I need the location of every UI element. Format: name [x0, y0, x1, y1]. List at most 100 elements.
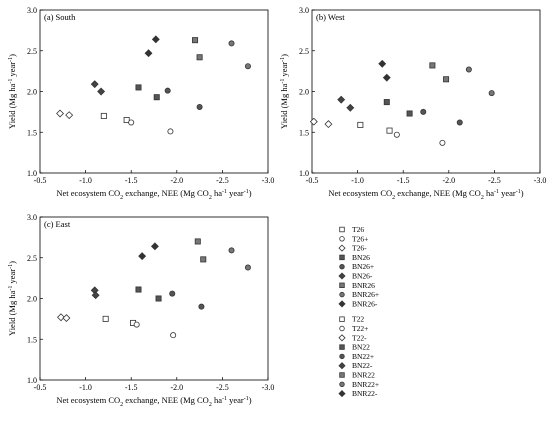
- legend-item: BNR22+: [339, 380, 379, 389]
- legend-marker: [338, 300, 346, 308]
- legend-item: BNR26+: [339, 290, 379, 299]
- x-tick-label: -1.5: [125, 176, 138, 185]
- data-point: [198, 303, 205, 310]
- panels: (a) South -0.5 -1.0 -1.5 -2.0 -2.5 -3.0 1.0 1.5 2…: [7, 6, 546, 408]
- legend-marker: [339, 372, 345, 378]
- legend-item: BNR26: [339, 281, 375, 290]
- y-tick-label: 2.5: [299, 47, 309, 56]
- data-point: [90, 80, 99, 89]
- data-point: [155, 295, 162, 302]
- panel-title: (c) East: [44, 219, 71, 229]
- data-point: [128, 119, 135, 126]
- data-point: [357, 121, 364, 128]
- legend-label: BNR22-: [352, 389, 378, 398]
- x-tick-label: -3.0: [534, 176, 547, 185]
- legend-item: BN22+: [339, 352, 374, 361]
- panel-title: (a) South: [44, 12, 76, 22]
- data-point: [324, 120, 333, 129]
- y-tick-label: 3.0: [299, 6, 309, 15]
- x-tick-label: -1.0: [351, 176, 364, 185]
- legend-marker: [339, 264, 345, 270]
- data-point: [57, 313, 65, 322]
- legend-item: BNR22: [339, 371, 375, 380]
- legend-marker: [338, 390, 346, 398]
- x-tick-label: -0.5: [34, 176, 47, 185]
- x-tick-label: -0.5: [306, 176, 319, 185]
- panel-title: (b) West: [316, 12, 345, 22]
- x-tick-label: -3.0: [262, 383, 275, 392]
- legend-item: BN26-: [338, 272, 373, 281]
- x-tick-label: -1.5: [397, 176, 410, 185]
- legend-label: BNR22: [352, 371, 375, 380]
- y-tick-label: 2.0: [27, 88, 37, 97]
- data-point: [337, 95, 346, 104]
- y-tick-label: 2.0: [27, 295, 37, 304]
- x-tick-label: -3.0: [262, 176, 275, 185]
- data-point: [56, 109, 65, 118]
- data-point: [456, 119, 463, 126]
- legend-label: BNR26: [352, 281, 375, 290]
- data-point: [346, 103, 355, 112]
- data-point: [196, 103, 203, 110]
- data-point: [170, 332, 177, 339]
- data-point: [228, 247, 235, 254]
- x-tick-label: -2.0: [442, 176, 455, 185]
- legend-marker: [338, 244, 346, 252]
- legend-item: BN26: [339, 253, 370, 262]
- plot-frame: [311, 9, 541, 174]
- legend-marker: [338, 362, 346, 370]
- x-axis-label: Net ecosystem CO2 exchange, NEE (Mg CO2 …: [328, 188, 523, 201]
- x-axis-label: Net ecosystem CO2 exchange, NEE (Mg CO2 …: [56, 395, 251, 408]
- y-tick-label: 1.0: [27, 169, 37, 178]
- legend-marker: [339, 254, 345, 261]
- y-tick-label: 1.5: [27, 335, 37, 344]
- data-point: [164, 87, 171, 94]
- legend-item: T22-: [338, 333, 367, 342]
- panel-a: (a) South -0.5 -1.0 -1.5 -2.0 -2.5 -3.0 1.0 1.5 2…: [7, 6, 274, 201]
- legend-label: BNR22+: [352, 380, 379, 389]
- data-point: [406, 110, 413, 117]
- y-axis-label: Yield (Mg ha-1 year-1): [279, 54, 289, 129]
- x-tick-label: -1.0: [79, 176, 92, 185]
- data-point: [443, 76, 450, 83]
- legend-item: BN26+: [339, 262, 374, 271]
- data-point: [309, 117, 318, 126]
- data-point: [196, 54, 203, 61]
- data-point: [488, 90, 495, 97]
- data-point: [65, 111, 74, 120]
- legend-item: T26: [339, 225, 364, 234]
- x-tick-label: -1.0: [79, 383, 92, 392]
- panel-c: (c) East -0.5 -1.0 -1.5 -2.0 -2.5 -3.0 1.0 1.5 2.…: [7, 213, 274, 408]
- y-tick-label: 1.0: [299, 169, 309, 178]
- y-tick-label: 1.5: [299, 128, 309, 137]
- x-tick-label: -2.5: [216, 176, 229, 185]
- data-point: [378, 59, 387, 68]
- data-point: [169, 290, 176, 297]
- legend: T26T26+T26-BN26BN26+BN26-BNR26BNR26+BNR2…: [338, 225, 379, 398]
- data-point: [244, 63, 251, 70]
- legend-item: BNR22-: [338, 389, 378, 398]
- legend-label: BN22: [352, 343, 370, 352]
- x-tick-label: -2.0: [170, 176, 183, 185]
- legend-marker: [339, 381, 345, 387]
- data-point: [135, 286, 142, 293]
- data-point: [91, 291, 100, 300]
- y-tick-label: 1.5: [27, 128, 37, 137]
- data-point: [439, 139, 446, 146]
- legend-label: T26-: [352, 244, 367, 253]
- data-point: [102, 315, 109, 322]
- data-point: [167, 128, 174, 135]
- legend-marker: [339, 353, 345, 360]
- data-point: [153, 94, 160, 101]
- data-point: [386, 127, 393, 134]
- legend-marker: [339, 282, 345, 288]
- legend-label: BN22+: [352, 352, 374, 361]
- data-point: [123, 117, 130, 124]
- y-tick-label: 2.0: [299, 88, 309, 97]
- legend-label: BN26-: [352, 272, 373, 281]
- data-point: [135, 84, 142, 91]
- data-point: [383, 99, 390, 106]
- legend-marker: [339, 344, 345, 350]
- y-tick-label: 2.5: [27, 47, 37, 56]
